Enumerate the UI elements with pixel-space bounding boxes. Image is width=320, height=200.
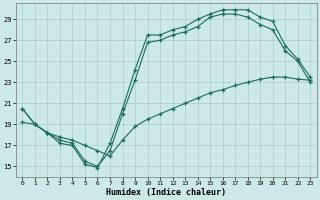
X-axis label: Humidex (Indice chaleur): Humidex (Indice chaleur) xyxy=(106,188,226,197)
